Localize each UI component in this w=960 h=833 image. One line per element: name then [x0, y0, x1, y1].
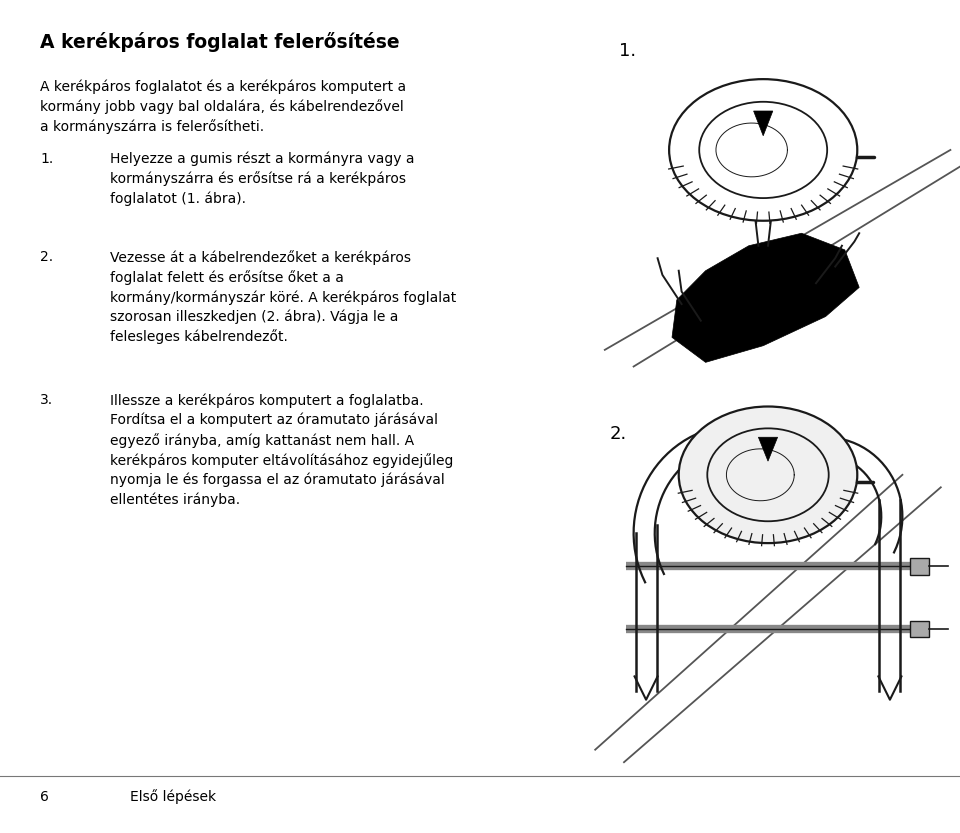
Polygon shape — [672, 233, 859, 362]
Ellipse shape — [679, 407, 857, 543]
Polygon shape — [758, 437, 778, 461]
Text: A kerékpáros foglalatot és a kerékpáros komputert a
kormány jobb vagy bal oldalá: A kerékpáros foglalatot és a kerékpáros … — [40, 79, 406, 134]
Text: 1.: 1. — [40, 152, 54, 166]
Text: 2.: 2. — [40, 250, 54, 264]
Text: A kerékpáros foglalat felerősítése: A kerékpáros foglalat felerősítése — [40, 32, 400, 52]
Text: Első lépések: Első lépések — [130, 789, 216, 804]
Text: 3.: 3. — [40, 393, 54, 407]
Ellipse shape — [669, 79, 857, 221]
Text: 1.: 1. — [619, 42, 636, 60]
Polygon shape — [754, 111, 773, 136]
Text: 6: 6 — [40, 790, 49, 804]
FancyBboxPatch shape — [910, 558, 929, 575]
FancyBboxPatch shape — [910, 621, 929, 637]
Ellipse shape — [699, 102, 828, 198]
Ellipse shape — [708, 428, 828, 521]
Text: Helyezze a gumis részt a kormányra vagy a
kormányszárra és erősítse rá a kerékpá: Helyezze a gumis részt a kormányra vagy … — [110, 152, 415, 206]
Text: Illessze a kerékpáros komputert a foglalatba.
Fordítsa el a komputert az óramuta: Illessze a kerékpáros komputert a foglal… — [110, 393, 454, 507]
Text: Vezesse át a kábelrendezőket a kerékpáros
foglalat felett és erősítse őket a a
k: Vezesse át a kábelrendezőket a kerékpáro… — [110, 250, 457, 344]
Text: 2.: 2. — [610, 425, 627, 443]
